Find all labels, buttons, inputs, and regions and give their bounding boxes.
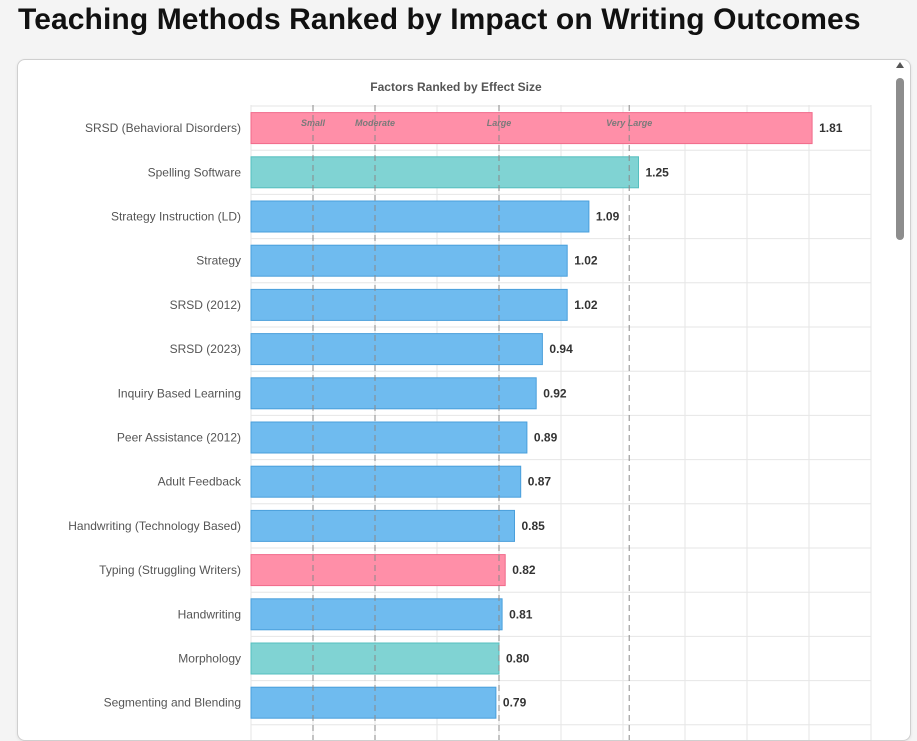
value-label: 0.89: [534, 431, 558, 445]
bar: [250, 686, 497, 719]
value-label: 0.80: [506, 652, 530, 666]
value-label: 0.87: [528, 475, 552, 489]
category-label: Spelling Software: [148, 165, 242, 179]
value-label: 1.25: [646, 165, 670, 179]
value-label: 0.82: [512, 563, 536, 577]
category-label: SRSD (Behavioral Disorders): [85, 121, 241, 135]
bar: [250, 554, 506, 587]
bar: [250, 333, 543, 366]
category-label: Strategy: [196, 254, 241, 268]
category-label: Handwriting: [178, 607, 241, 621]
value-label: 0.85: [522, 519, 546, 533]
category-label: SRSD (2023): [170, 342, 241, 356]
category-label: Inquiry Based Learning: [118, 386, 241, 400]
category-label: SRSD (2012): [170, 298, 241, 312]
bar: [250, 377, 537, 410]
page-title: Teaching Methods Ranked by Impact on Wri…: [18, 3, 861, 36]
category-label: Typing (Struggling Writers): [99, 563, 241, 577]
bar: [250, 112, 813, 145]
value-label: 0.81: [509, 607, 533, 621]
bar: [250, 421, 528, 454]
bar: [250, 465, 522, 498]
category-labels: SRSD (Behavioral Disorders) Spelling Soft…: [68, 121, 242, 710]
value-label: 1.02: [574, 254, 598, 268]
value-label: 1.09: [596, 210, 620, 224]
category-label: Segmenting and Blending: [104, 696, 241, 710]
chart-title: Factors Ranked by Effect Size: [370, 80, 542, 94]
threshold-label: Small: [301, 118, 326, 128]
scroll-up-arrow-icon[interactable]: [896, 62, 904, 68]
bars: 1.81 1.25 1.09 1.02 1.02 0.94 0.92 0.89 0.87 0.85…: [250, 112, 843, 719]
bar: [250, 509, 515, 542]
category-label: Handwriting (Technology Based): [68, 519, 241, 533]
bar: [250, 288, 568, 321]
threshold-label: Very Large: [606, 118, 652, 128]
category-label: Strategy Instruction (LD): [111, 210, 241, 224]
threshold-lines: Small Moderate Large Very Large: [301, 105, 652, 740]
category-label: Adult Feedback: [158, 475, 242, 489]
bar: [250, 244, 568, 277]
bar-chart: Factors Ranked by Effect Size 1.811.251.…: [68, 80, 872, 740]
vertical-scrollbar[interactable]: [893, 62, 907, 718]
threshold-label: Large: [487, 118, 512, 128]
bar: [250, 598, 503, 631]
value-label: 0.92: [543, 386, 567, 400]
value-label: 1.02: [574, 298, 598, 312]
scroll-thumb[interactable]: [896, 78, 904, 240]
value-label: 1.81: [819, 121, 843, 135]
category-label: Morphology: [178, 652, 241, 666]
bar: [250, 156, 639, 189]
category-label: Peer Assistance (2012): [117, 431, 241, 445]
bar: [250, 200, 590, 233]
value-label: 0.79: [503, 696, 527, 710]
value-label: 0.94: [549, 342, 573, 356]
chart-card: Factors Ranked by Effect Size 1.81 1.25 1.…: [17, 59, 911, 741]
threshold-label: Moderate: [355, 118, 395, 128]
